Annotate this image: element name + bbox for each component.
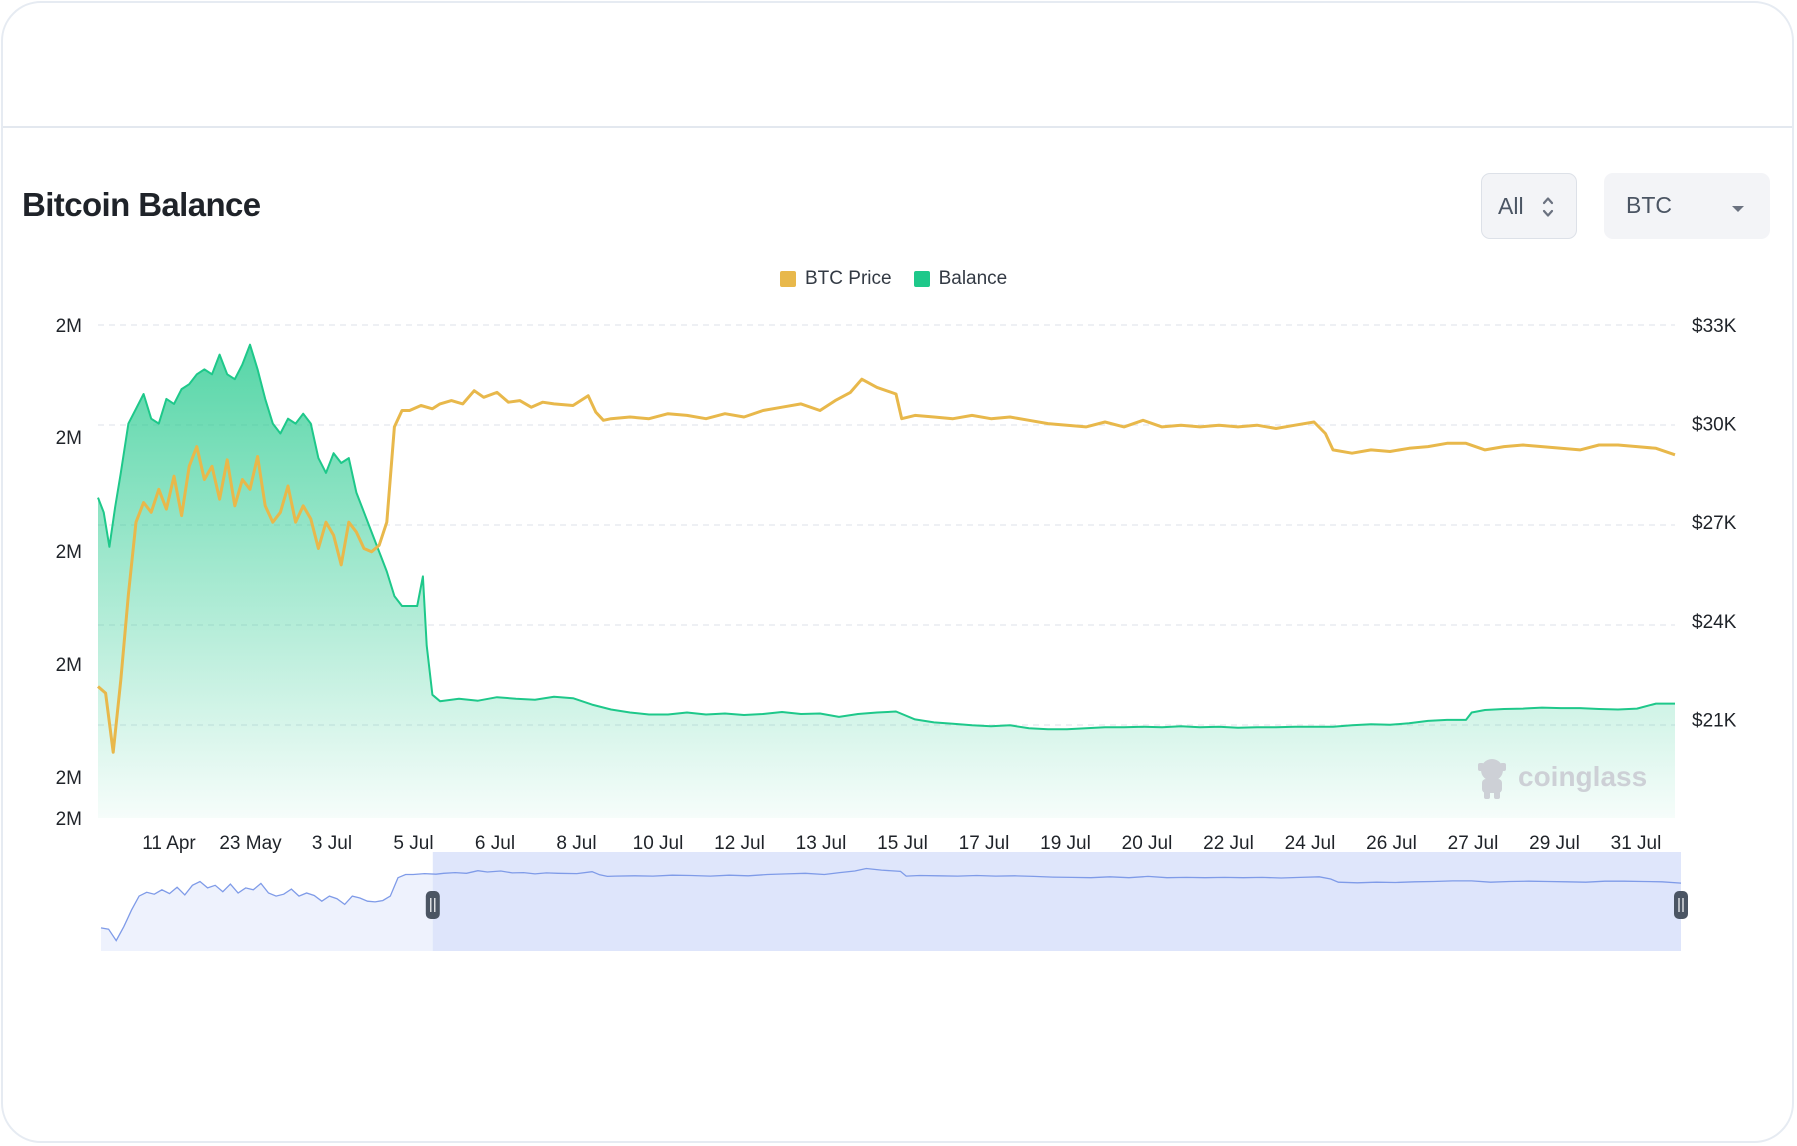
- balance-line: [97, 343, 1675, 731]
- balance-area: [98, 344, 1675, 818]
- coin-select-value: BTC: [1626, 192, 1672, 218]
- y-left-tick-label: 2M: [56, 316, 82, 337]
- navigator-selection: [432, 852, 1681, 951]
- x-tick-label: 5 Jul: [393, 833, 433, 854]
- y-right-tick-label: $30K: [1692, 415, 1737, 436]
- x-tick-label: 15 Jul: [877, 833, 928, 854]
- x-tick-label: 26 Jul: [1366, 833, 1417, 854]
- legend-swatch-btc-price: [780, 271, 796, 287]
- y-right-tick-label: $33K: [1692, 316, 1737, 337]
- legend-label-btc-price: BTC Price: [805, 268, 892, 289]
- legend-label-balance: Balance: [938, 268, 1008, 289]
- header-divider: [3, 126, 1792, 128]
- coinglass-watermark: coinglass: [1472, 755, 1647, 799]
- x-tick-label: 29 Jul: [1529, 833, 1580, 854]
- y-right-tick-label: $27K: [1692, 513, 1737, 534]
- x-tick-label: 24 Jul: [1285, 833, 1336, 854]
- x-tick-label: 20 Jul: [1122, 833, 1173, 854]
- x-tick-label: 27 Jul: [1448, 833, 1499, 854]
- x-tick-label: 8 Jul: [556, 833, 596, 854]
- navigator-handle-body: [1674, 891, 1688, 919]
- x-tick-label: 12 Jul: [714, 833, 765, 854]
- navigator-handle-body: [425, 891, 440, 919]
- x-tick-label: 17 Jul: [959, 833, 1010, 854]
- watermark-text: coinglass: [1518, 761, 1648, 792]
- legend-swatch-balance: [913, 271, 930, 287]
- x-tick-label: 13 Jul: [796, 833, 847, 854]
- x-tick-label: 11 Apr: [142, 833, 196, 854]
- range-select[interactable]: All: [1481, 173, 1577, 239]
- coin-select[interactable]: BTC: [1604, 173, 1770, 239]
- y-left-tick-label: 2M: [56, 428, 82, 449]
- caret-down-icon: [1730, 201, 1746, 219]
- x-tick-label: 22 Jul: [1203, 833, 1254, 854]
- y-left-tick-label: 2M: [56, 655, 82, 676]
- chart-legend: BTC Price Balance: [780, 268, 1029, 290]
- x-tick-label: 31 Jul: [1611, 833, 1662, 854]
- y-left-tick-label: 2M: [56, 768, 82, 789]
- y-left-tick-label: 2M: [56, 809, 82, 830]
- legend-item-btc-price[interactable]: BTC Price: [780, 268, 892, 290]
- navigator-handle-start[interactable]: [425, 891, 440, 919]
- x-tick-label: 10 Jul: [633, 833, 684, 854]
- chevron-updown-icon: [1542, 194, 1554, 225]
- y-right-tick-label: $24K: [1692, 612, 1737, 633]
- x-tick-label: 3 Jul: [312, 833, 352, 854]
- legend-item-balance[interactable]: Balance: [913, 268, 1008, 290]
- coinglass-logo-icon: [1478, 759, 1506, 799]
- y-left-tick-label: 2M: [56, 542, 82, 563]
- navigator-line: [100, 867, 1682, 942]
- x-tick-label: 23 May: [219, 833, 282, 854]
- y-right-tick-label: $21K: [1692, 710, 1737, 731]
- btc-price-line: [97, 377, 1676, 754]
- x-tick-label: 6 Jul: [475, 833, 515, 854]
- navigator-handle-end[interactable]: [1674, 891, 1688, 919]
- x-tick-label: 19 Jul: [1040, 833, 1091, 854]
- chart-title: Bitcoin Balance: [22, 186, 261, 223]
- range-select-value: All: [1498, 193, 1524, 219]
